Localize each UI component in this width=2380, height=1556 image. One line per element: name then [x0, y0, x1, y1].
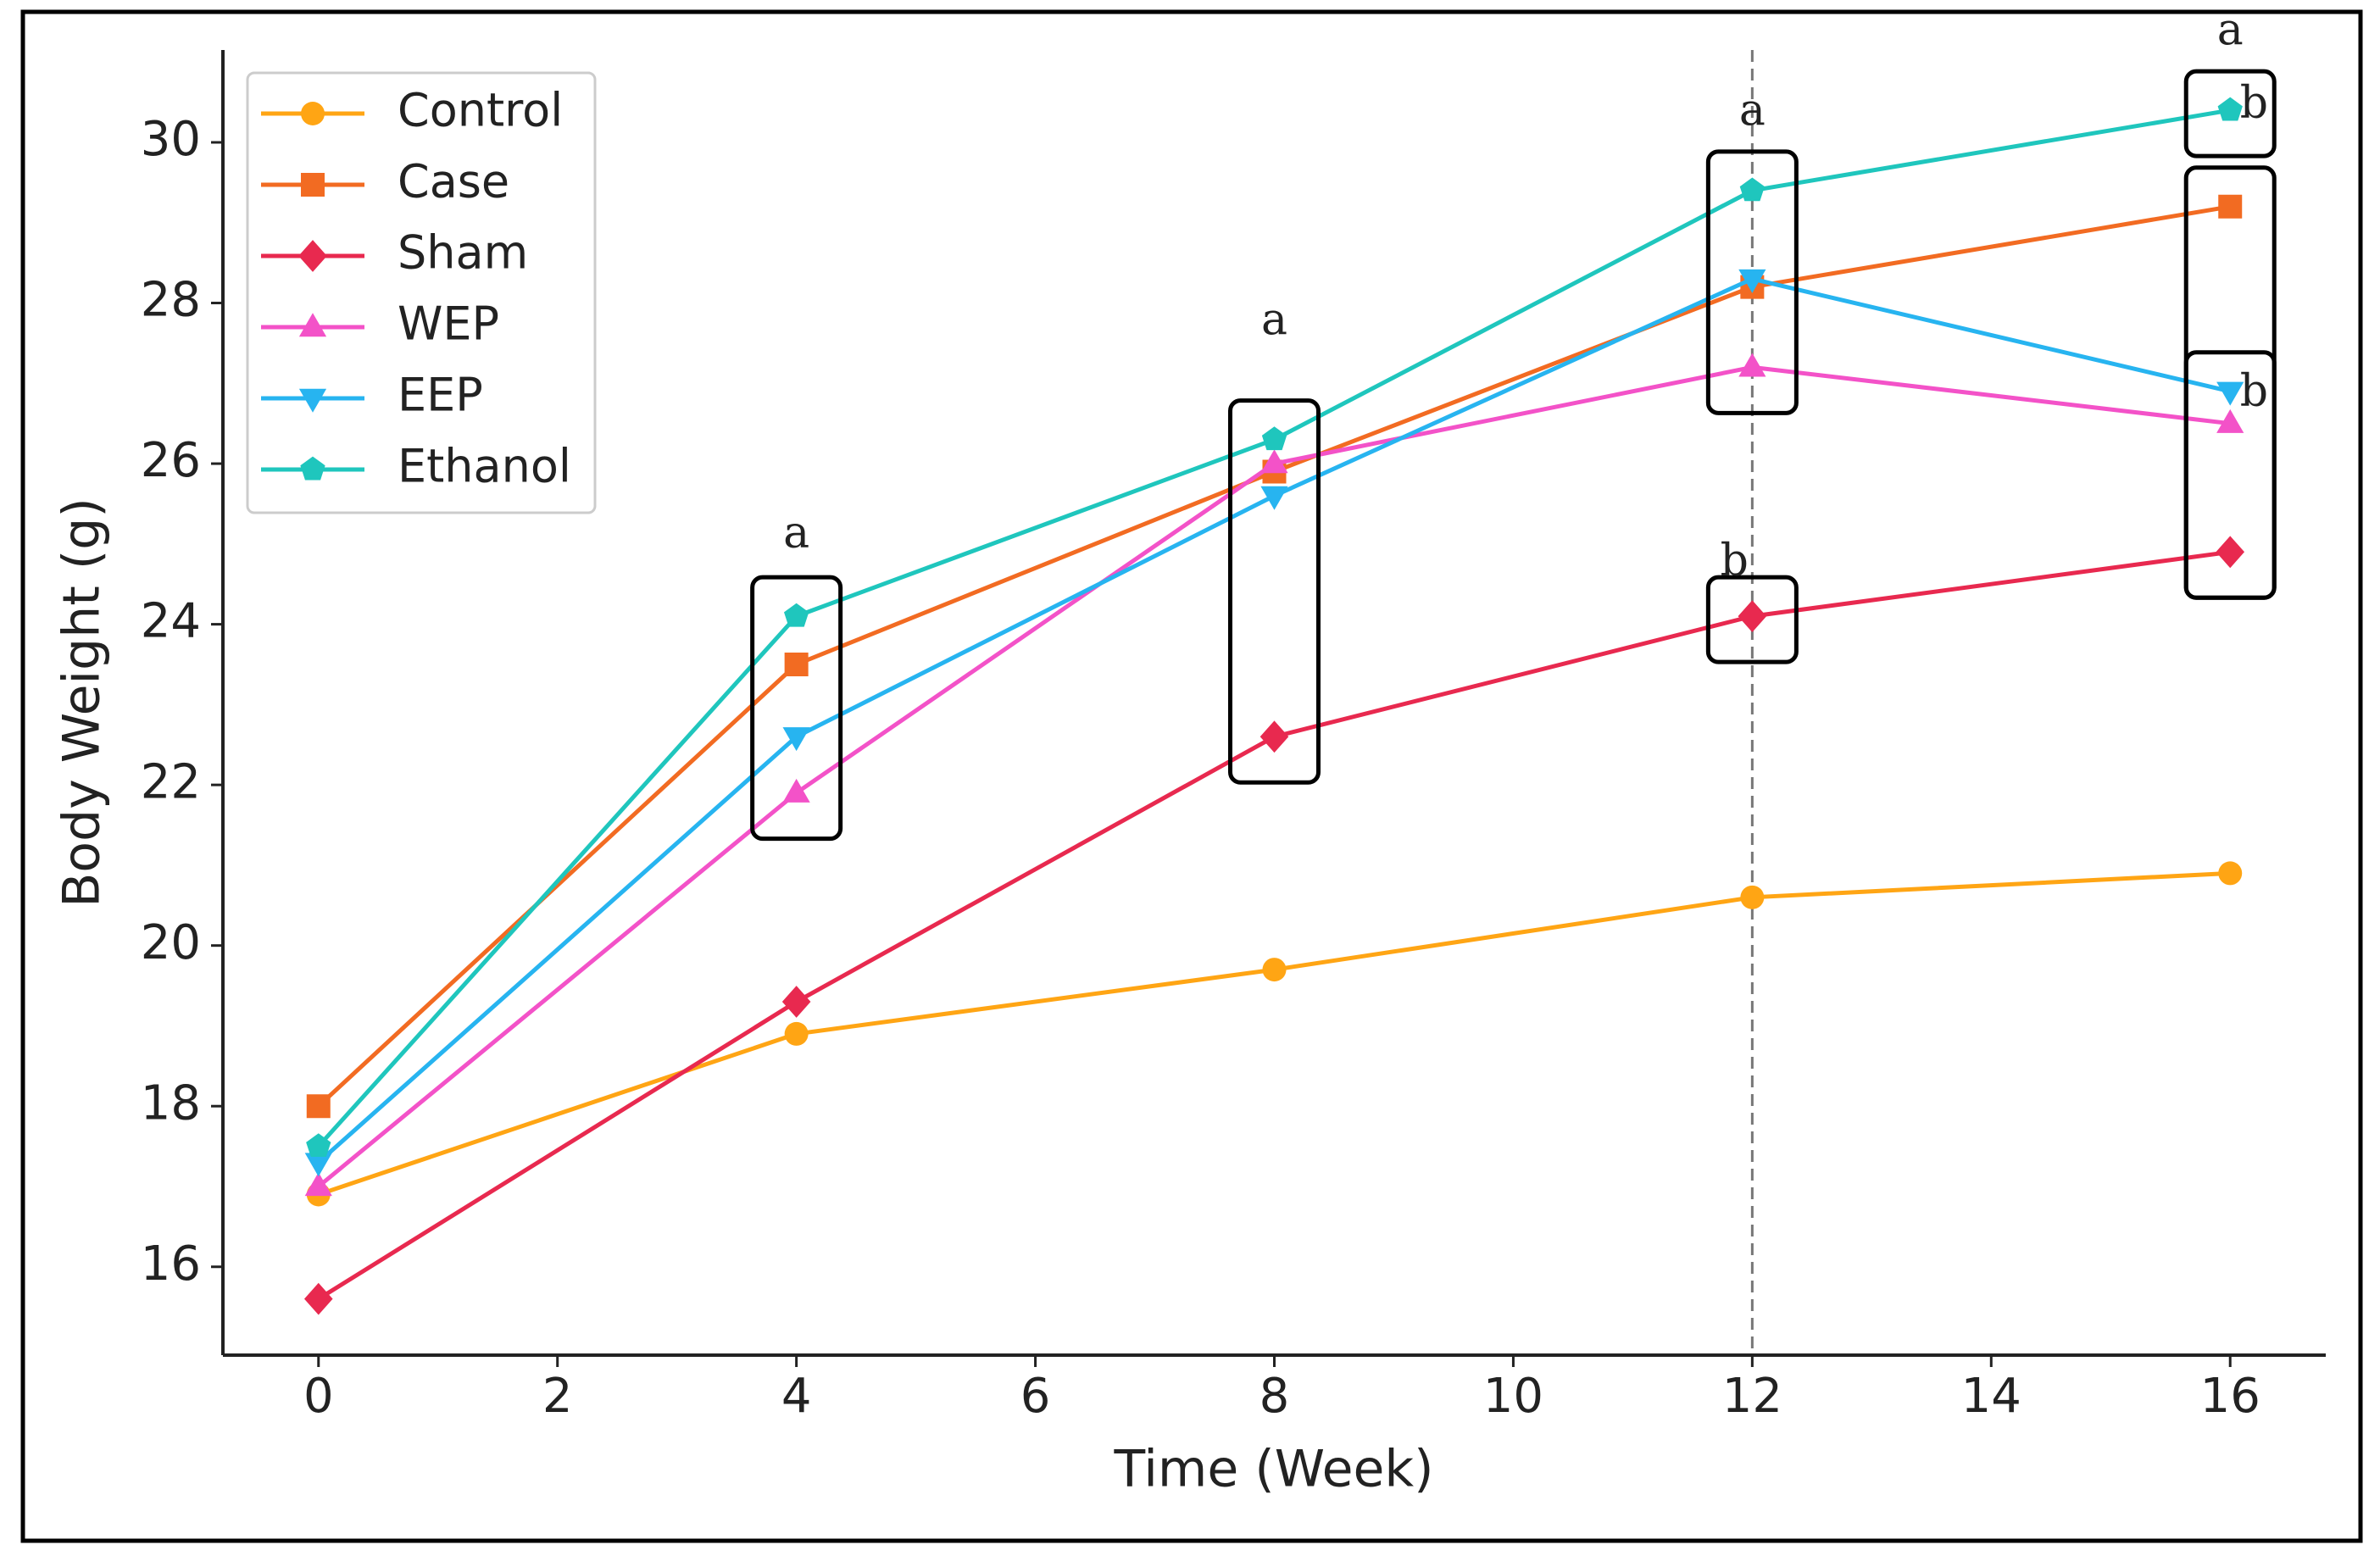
- point: [783, 603, 809, 627]
- group-box: [1705, 149, 1799, 415]
- legend-marker: [301, 173, 325, 197]
- legend-label: WEP: [398, 297, 499, 351]
- x-tick-label: 14: [1961, 1369, 2021, 1424]
- legend-label: Ethanol: [398, 440, 571, 493]
- point: [784, 1021, 809, 1046]
- group-box: [2183, 350, 2277, 600]
- legend: Control Case Sham WEP EEP Ethanol: [246, 71, 597, 514]
- x-tick-label: 8: [1260, 1369, 1290, 1424]
- annotation: a: [783, 508, 809, 558]
- point: [304, 1172, 332, 1197]
- legend-marker: [298, 388, 327, 413]
- x-tick-label: 0: [303, 1369, 334, 1424]
- point: [1261, 426, 1287, 451]
- point: [781, 986, 811, 1018]
- x-tick-label: 6: [1020, 1369, 1051, 1424]
- point: [1262, 958, 1287, 982]
- point: [303, 1282, 333, 1315]
- annotation: b: [2240, 366, 2268, 417]
- point: [306, 1094, 331, 1119]
- y-tick-label: 22: [141, 754, 201, 809]
- annotation: a: [1261, 295, 1287, 346]
- point: [2218, 194, 2243, 219]
- y-tick-label: 28: [141, 273, 201, 328]
- point: [2216, 381, 2244, 406]
- group-box: [750, 575, 843, 842]
- point: [2218, 861, 2243, 886]
- x-tick-label: 2: [542, 1369, 573, 1424]
- x-axis-label: Time (Week): [1113, 1440, 1433, 1499]
- annotation: b: [1721, 536, 1749, 586]
- point: [1260, 449, 1288, 474]
- y-tick-label: 20: [141, 915, 201, 970]
- point: [2216, 536, 2245, 569]
- point: [782, 727, 810, 752]
- group-box: [2183, 69, 2277, 158]
- annotation: a: [1739, 85, 1766, 136]
- point: [782, 778, 810, 803]
- point: [1738, 269, 1766, 293]
- point: [784, 652, 809, 676]
- point: [304, 1153, 332, 1177]
- legend-label: Sham: [398, 226, 528, 280]
- x-tick-label: 12: [1722, 1369, 1782, 1424]
- legend-marker: [298, 313, 327, 337]
- point: [306, 1133, 331, 1158]
- x-tick-label: 10: [1483, 1369, 1543, 1424]
- point: [1260, 486, 1288, 510]
- point: [2217, 97, 2243, 121]
- point: [1740, 885, 1765, 909]
- group-box: [1705, 575, 1799, 664]
- y-tick-label: 18: [141, 1075, 201, 1131]
- x-tick-label: 4: [781, 1369, 812, 1424]
- legend-marker: [300, 456, 325, 481]
- y-tick-label: 26: [141, 433, 201, 488]
- legend-marker: [301, 102, 325, 125]
- y-tick-label: 30: [141, 112, 201, 167]
- point: [1738, 353, 1766, 377]
- group-box: [1228, 398, 1321, 785]
- legend-label: Case: [398, 155, 509, 208]
- y-tick-label: 16: [141, 1236, 201, 1292]
- point: [1260, 720, 1289, 753]
- legend-label: EEP: [398, 369, 483, 422]
- legend-marker: [298, 240, 327, 272]
- annotation: b: [2240, 78, 2268, 129]
- point: [2216, 408, 2244, 433]
- x-tick-label: 16: [2200, 1369, 2260, 1424]
- y-axis-label: Body Weight (g): [53, 497, 112, 908]
- legend-label: Control: [398, 84, 563, 137]
- point: [1738, 600, 1767, 633]
- y-tick-label: 24: [141, 594, 201, 649]
- point: [1739, 177, 1766, 202]
- annotation: a: [2217, 5, 2244, 56]
